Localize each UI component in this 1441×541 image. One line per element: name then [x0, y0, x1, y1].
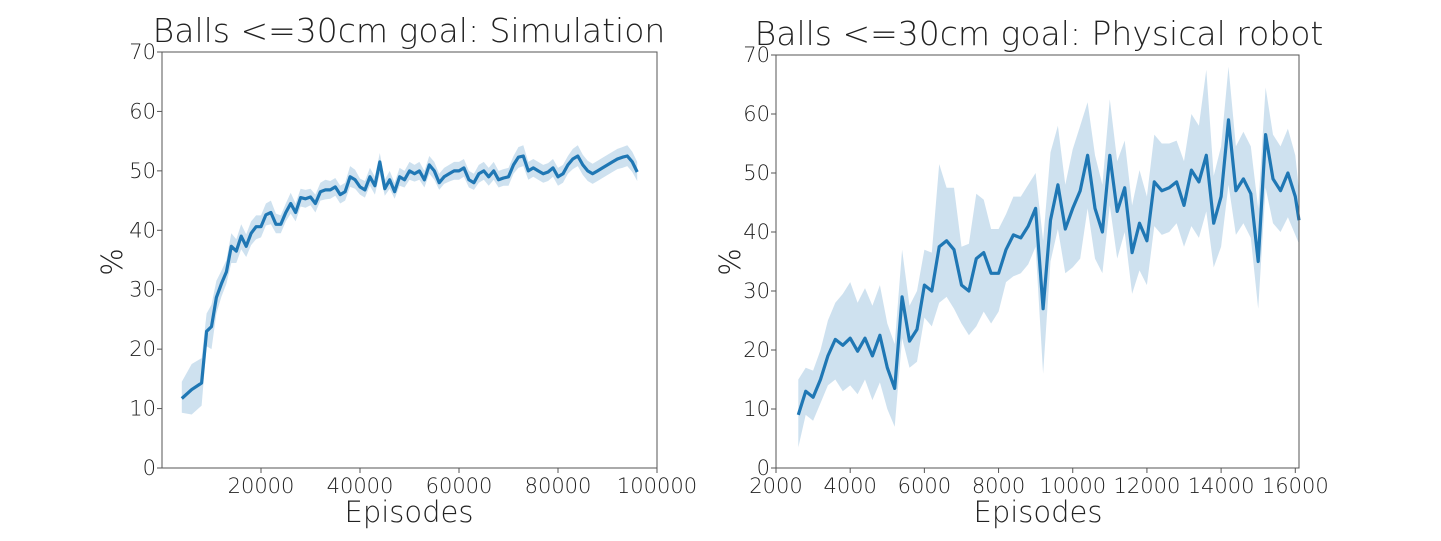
plot-frame: [775, 54, 1300, 469]
x-tick-label: 14000: [1188, 474, 1255, 498]
y-tick-label: 70: [743, 43, 770, 67]
x-tick-label: 40000: [327, 474, 394, 498]
x-tick-label: 20000: [228, 474, 295, 498]
tick-group: 0 10 20 30 40 50 60 70 20000 40000 60000 80000 10000…: [129, 40, 697, 498]
x-tick-label: 100000: [617, 474, 697, 498]
x-tick-label: 8000: [972, 474, 1025, 498]
chart-simulation: Balls <=30cm goal: Simulation % Episodes…: [95, 11, 697, 529]
y-tick-label: 40: [743, 220, 770, 244]
y-tick-label: 10: [129, 397, 156, 421]
chart-title: Balls <=30cm goal: Simulation: [153, 11, 666, 50]
y-tick-label: 10: [743, 397, 770, 421]
x-axis-label: Episodes: [345, 495, 474, 529]
x-tick-label: 12000: [1114, 474, 1181, 498]
y-tick-label: 20: [129, 337, 156, 361]
plot-frame: [161, 51, 658, 469]
x-tick-label: 6000: [898, 474, 951, 498]
x-tick-label: 80000: [525, 474, 592, 498]
y-tick-label: 30: [743, 279, 770, 303]
x-tick-label: 60000: [426, 474, 493, 498]
y-tick-label: 50: [743, 161, 770, 185]
y-tick-label: 30: [129, 278, 156, 302]
confidence-band: [181, 145, 638, 415]
y-tick-label: 0: [143, 456, 156, 480]
x-tick-label: 2000: [749, 474, 802, 498]
y-tick-label: 50: [129, 159, 156, 183]
x-tick-label: 4000: [823, 474, 876, 498]
x-tick-label: 16000: [1262, 474, 1329, 498]
series-line: [180, 154, 639, 400]
x-tick-label: 10000: [1039, 474, 1106, 498]
y-tick-label: 20: [743, 338, 770, 362]
y-axis-label: %: [713, 248, 747, 276]
x-axis-label: Episodes: [974, 495, 1103, 529]
y-tick-label: 0: [757, 456, 770, 480]
tick-group: 0 10 20 30 40 50 60 70 2000 4000 6000 8000 10000 1200…: [743, 43, 1328, 498]
y-tick-label: 60: [743, 102, 770, 126]
y-tick-label: 40: [129, 218, 156, 242]
y-tick-label: 60: [129, 99, 156, 123]
chart-title: Balls <=30cm goal: Physical robot: [755, 14, 1324, 53]
y-tick-label: 70: [129, 40, 156, 64]
series-line: [796, 118, 1301, 416]
chart-physical-robot: Balls <=30cm goal: Physical robot % Epis…: [713, 14, 1329, 529]
y-axis-label: %: [95, 248, 129, 276]
